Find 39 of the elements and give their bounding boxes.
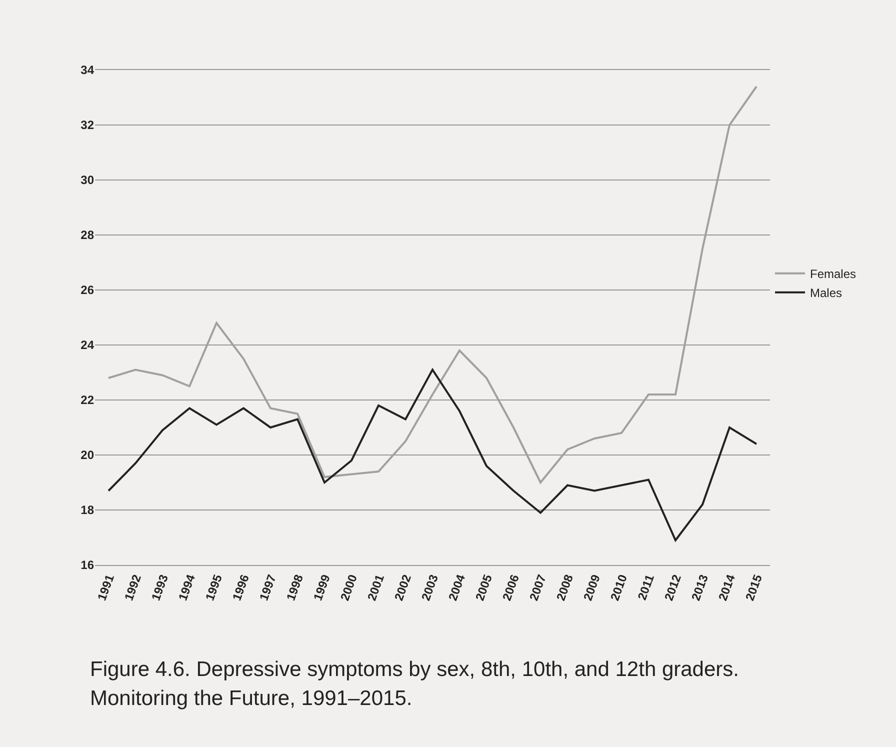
y-tick-label: 20 <box>80 448 94 462</box>
x-tick-label: 1998 <box>284 572 306 603</box>
y-tick-label: 34 <box>80 63 94 78</box>
y-tick-label: 32 <box>80 118 94 132</box>
x-tick-label: 2000 <box>338 572 360 603</box>
legend-label: Males <box>810 286 842 300</box>
x-tick-label: 2010 <box>608 572 630 603</box>
x-tick-label: 1993 <box>148 572 172 603</box>
x-tick-label: 1991 <box>94 572 118 603</box>
y-tick-label: 22 <box>80 393 94 408</box>
x-tick-label: 2009 <box>580 572 604 603</box>
x-tick-label: 2008 <box>554 572 576 603</box>
x-tick-label: 2007 <box>526 572 550 603</box>
x-tick-label: 2013 <box>688 572 712 603</box>
x-tick-label: 1994 <box>176 572 198 603</box>
x-tick-label: 2006 <box>500 572 522 603</box>
x-tick-label: 2011 <box>634 572 658 602</box>
y-tick-label: 30 <box>80 173 94 188</box>
x-tick-label: 2001 <box>364 572 388 603</box>
y-tick-label: 28 <box>80 228 94 242</box>
x-tick-label: 2004 <box>446 572 468 603</box>
x-tick-label: 2002 <box>392 572 414 603</box>
x-tick-label: 2014 <box>716 572 738 603</box>
x-tick-label: 1996 <box>230 572 252 603</box>
x-tick-label: 2015 <box>742 572 766 603</box>
y-tick-label: 18 <box>80 503 94 518</box>
line-series <box>108 368 758 542</box>
y-tick-label: 24 <box>80 338 94 352</box>
x-tick-label: 2005 <box>472 572 496 603</box>
x-tick-label: 2012 <box>662 572 684 603</box>
text: Figure 4.6. Depressive symptoms by sex, 8th, 10th, and 12th graders. Monitoring the Future, 1991–2015. <box>90 657 740 712</box>
y-tick-label: 26 <box>80 283 94 298</box>
x-tick-label: 1997 <box>256 572 280 603</box>
legend-label: Females <box>810 267 856 282</box>
x-tick-label: 1999 <box>310 572 334 603</box>
x-tick-label: 2003 <box>418 572 442 603</box>
x-tick-label: 1992 <box>122 572 144 603</box>
y-tick-label: 16 <box>80 558 94 572</box>
x-tick-label: 1995 <box>202 572 226 603</box>
